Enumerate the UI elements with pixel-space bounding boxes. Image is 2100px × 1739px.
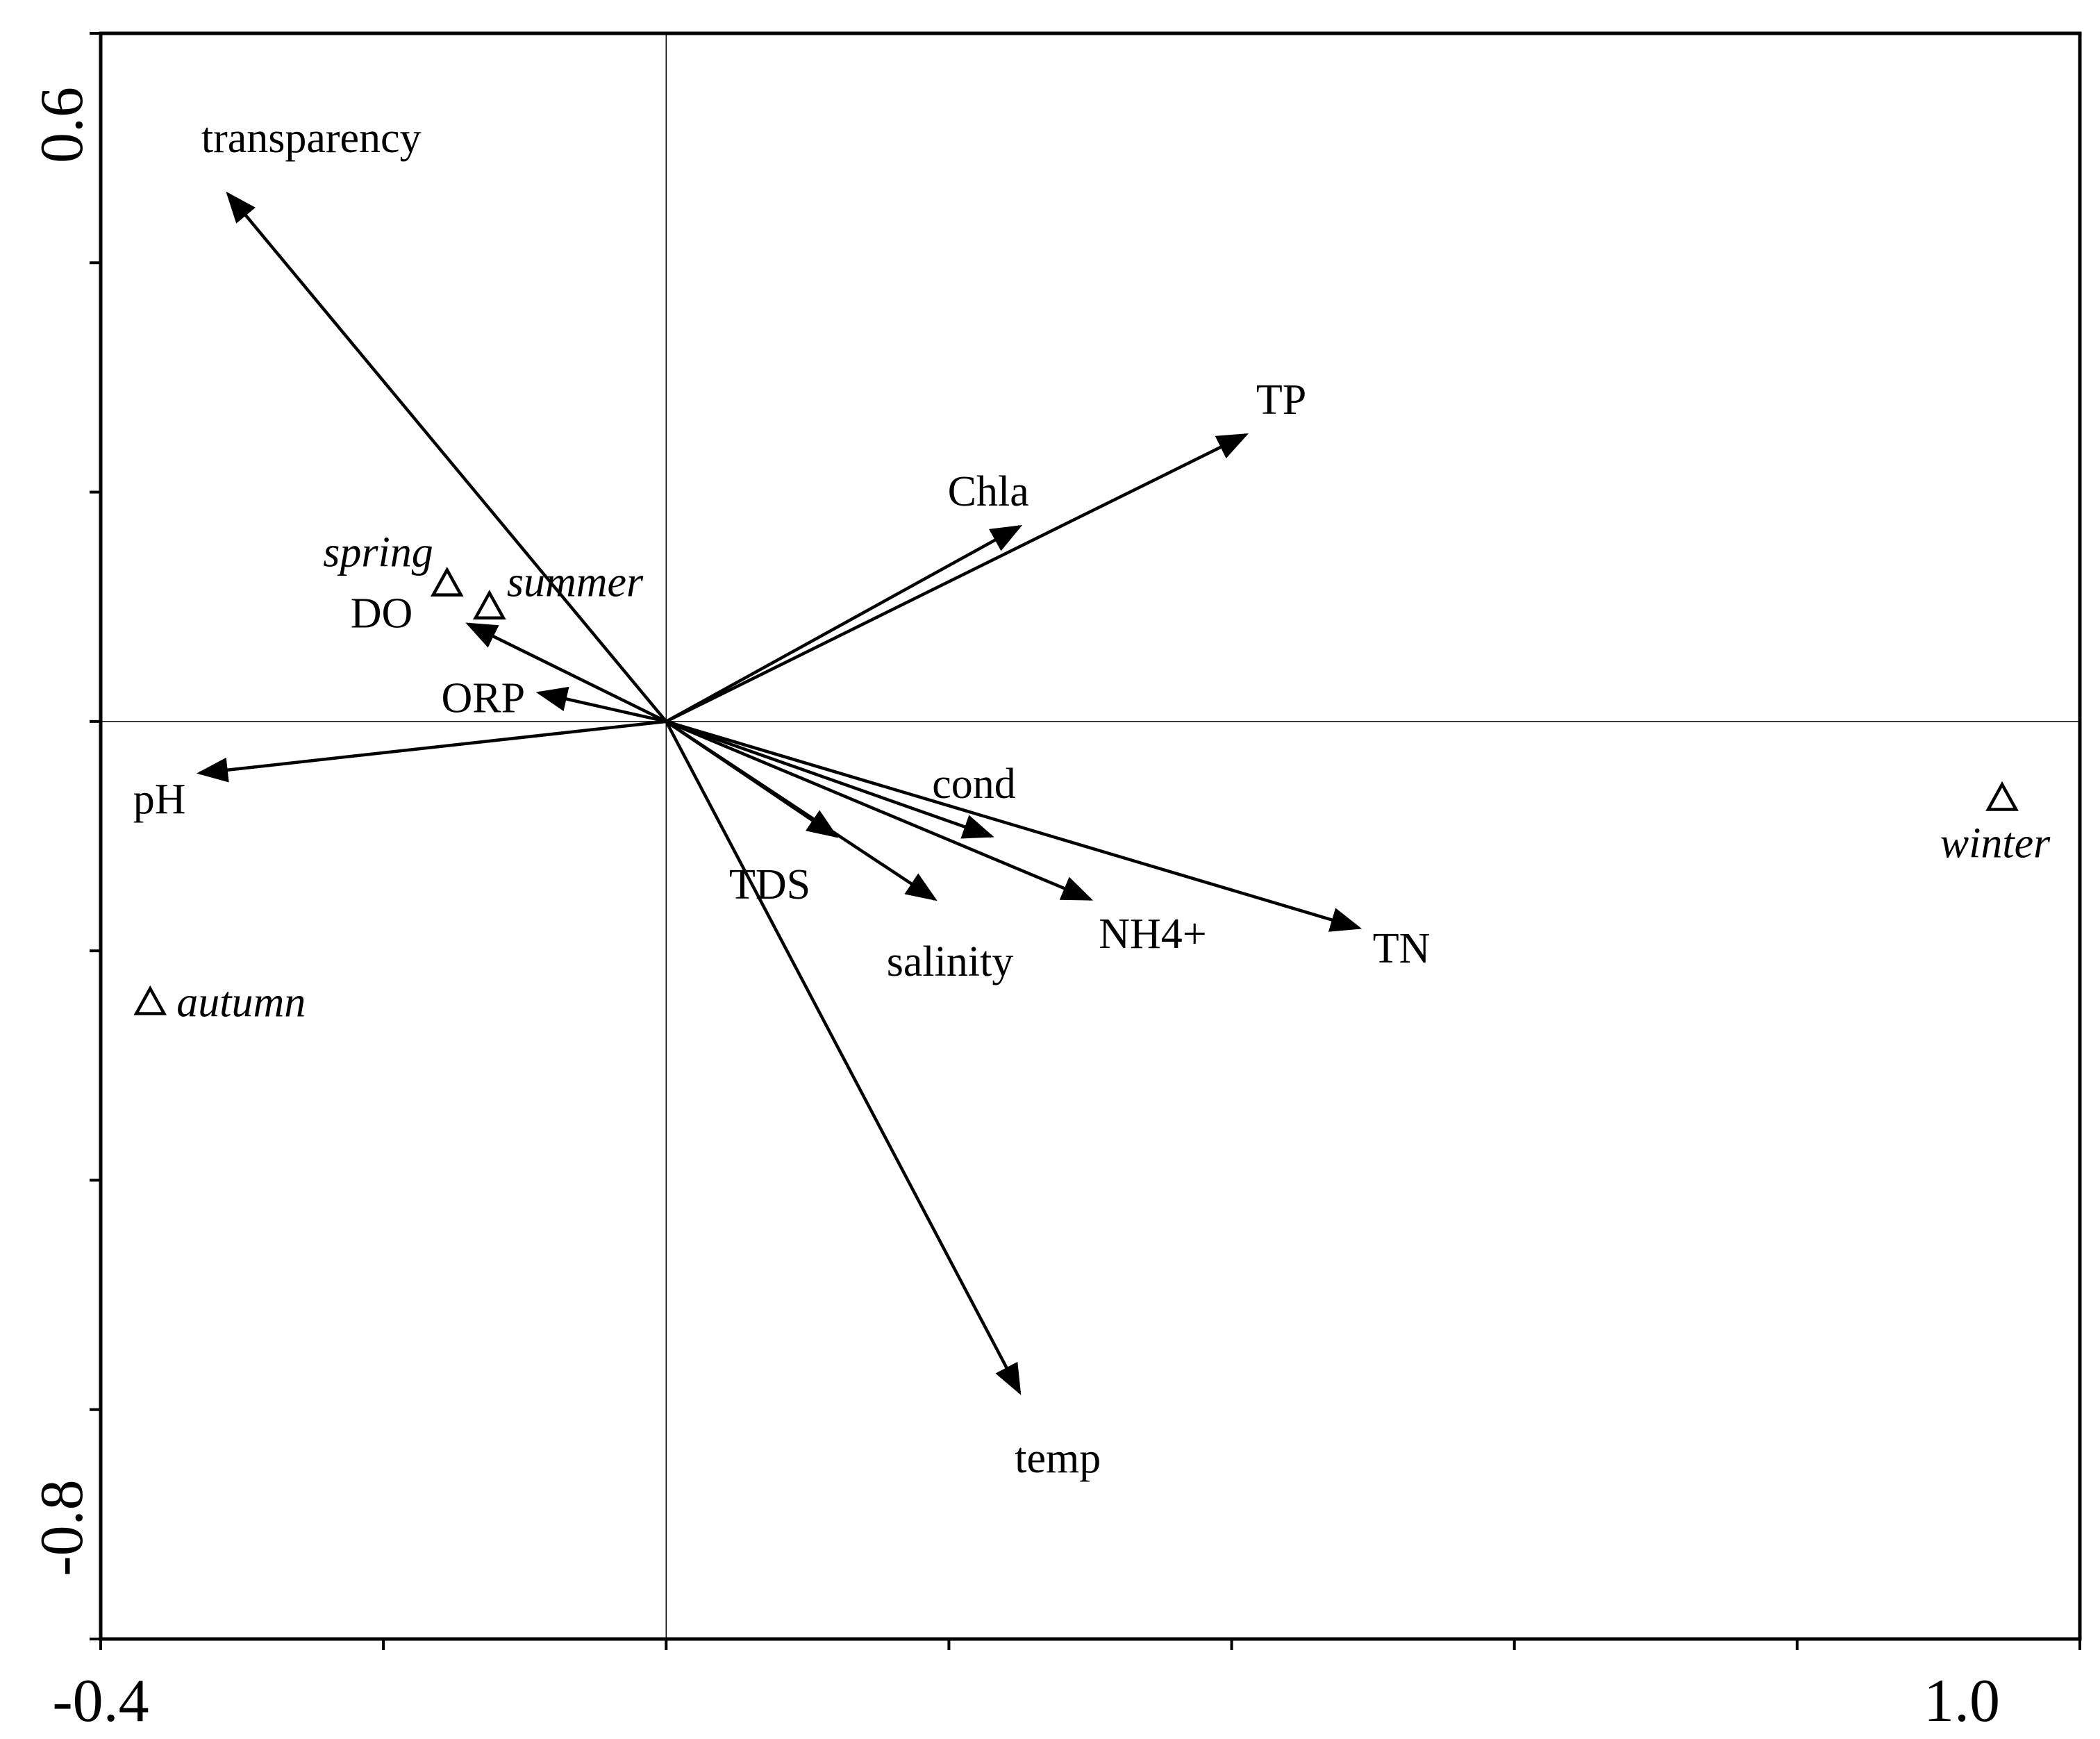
vector-label-ph: pH — [133, 776, 186, 823]
point-marker-autumn — [133, 985, 167, 1015]
vector-label-nh4: NH4+ — [1099, 910, 1207, 958]
vector-label-orp: ORP — [441, 675, 525, 722]
vector-arrow-do — [465, 622, 667, 723]
point-label-autumn: autumn — [176, 979, 306, 1026]
vector-arrow-temp — [665, 720, 1022, 1395]
vector-arrow-tp — [665, 433, 1249, 723]
sample-points: spring summer winter autumn — [133, 529, 2051, 1026]
vector-label-do: DO — [351, 590, 413, 637]
vector-label-cond: cond — [932, 760, 1016, 808]
vector-arrow-orp — [535, 686, 667, 724]
vector-label-salinity: salinity — [887, 938, 1014, 985]
vector-arrow-cond — [665, 719, 994, 839]
vector-label-tds: TDS — [729, 861, 810, 908]
vector-arrow-nh4 — [665, 719, 1094, 901]
vector-arrow-ph — [197, 719, 667, 783]
vector-label-chla: Chla — [948, 468, 1029, 515]
vector-label-tn: TN — [1373, 925, 1431, 972]
environment-vectors: transparency TP Chla DO ORP pH cond TDS salinity… — [133, 115, 1431, 1482]
y-tick-label-min: -0.8 — [28, 1479, 96, 1576]
vector-label-tp: TP — [1256, 376, 1306, 424]
vector-arrow-tn — [665, 719, 1362, 932]
point-marker-summer — [472, 590, 506, 619]
point-label-spring: spring — [323, 529, 433, 576]
vector-arrow-transparency — [226, 191, 668, 723]
vector-arrow-chla — [665, 524, 1023, 723]
y-tick-label-max: 0.6 — [28, 87, 96, 163]
plot-frame — [99, 31, 2082, 1641]
point-label-winter: winter — [1940, 820, 2051, 867]
vector-arrow-salinity — [665, 719, 938, 901]
point-label-summer: summer — [507, 559, 644, 606]
point-marker-spring — [430, 567, 464, 597]
axis-ticks — [90, 32, 2081, 1650]
x-tick-label-max: 1.0 — [1924, 1667, 2000, 1735]
vector-label-temp: temp — [1015, 1435, 1101, 1482]
vector-label-transparency: transparency — [201, 115, 422, 162]
reference-lines — [101, 33, 2080, 1639]
x-tick-label-min: -0.4 — [52, 1667, 149, 1735]
point-marker-winter — [1985, 781, 2019, 811]
